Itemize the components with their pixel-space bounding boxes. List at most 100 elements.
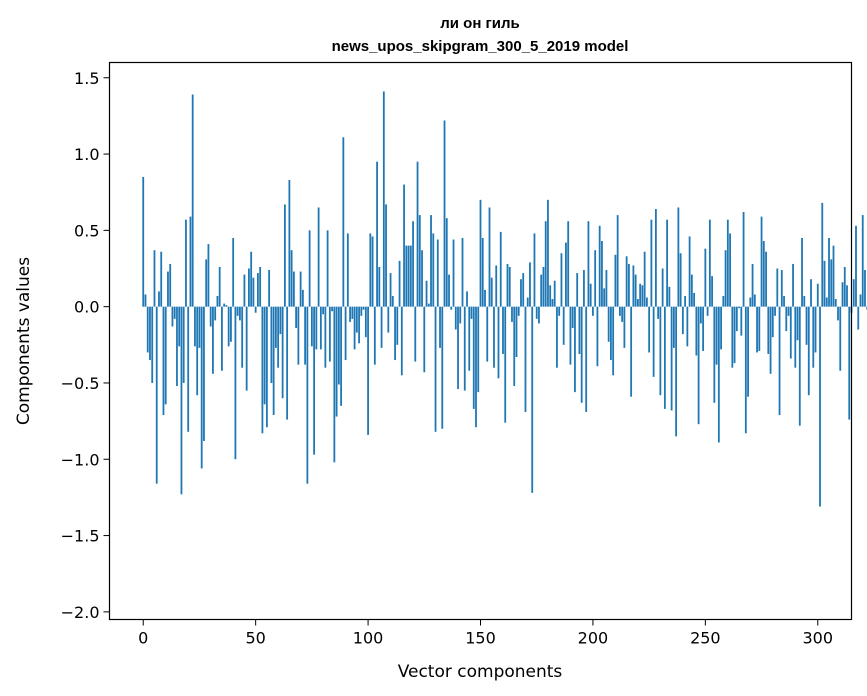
x-tick-label-150: 150: [465, 629, 496, 648]
bar-302: [821, 202, 824, 307]
bar-115: [400, 306, 403, 376]
bar-140: [457, 306, 459, 390]
x-tick-label-100: 100: [353, 629, 384, 648]
bar-241: [684, 295, 687, 307]
bar-57: [270, 306, 273, 383]
bar-317: [855, 225, 857, 307]
bar-288: [789, 306, 792, 359]
bar-118: [407, 245, 410, 307]
bar-240: [681, 306, 684, 335]
bar-210: [614, 254, 617, 307]
bar-232: [663, 306, 666, 409]
bar-19: [185, 219, 187, 307]
bar-312: [843, 266, 846, 307]
bar-56: [268, 270, 271, 307]
bar-151: [481, 237, 484, 307]
bar-224: [645, 297, 648, 307]
bar-297: [810, 279, 812, 307]
bar-254: [713, 306, 716, 403]
bar-222: [641, 285, 644, 307]
bar-160: [502, 306, 504, 354]
bar-98: [362, 306, 365, 310]
bar-147: [472, 306, 475, 409]
bar-264: [735, 306, 738, 332]
bar-186: [560, 253, 563, 307]
bar-279: [769, 306, 772, 374]
bar-291: [796, 306, 799, 341]
bar-174: [533, 233, 536, 307]
bar-67: [292, 271, 295, 307]
bar-35: [221, 306, 223, 371]
bar-77: [315, 306, 318, 350]
bar-296: [807, 306, 810, 396]
bar-214: [623, 306, 626, 348]
bar-72: [304, 306, 307, 365]
bar-136: [448, 274, 450, 307]
bar-38: [227, 306, 230, 347]
bar-230: [659, 306, 662, 396]
bar-184: [556, 306, 558, 368]
x-tick-label-0: 0: [138, 629, 148, 648]
bar-87: [337, 306, 340, 385]
x-axis-label: Vector components: [398, 662, 563, 682]
bar-211: [616, 215, 619, 307]
bar-21: [189, 216, 192, 307]
bar-89: [342, 137, 345, 307]
y-tick-label-5: 0.5: [74, 221, 99, 240]
bar-282: [776, 268, 779, 307]
bar-88: [340, 306, 342, 406]
bar-300: [816, 283, 819, 307]
bar-287: [787, 306, 790, 316]
bar-50: [254, 306, 257, 313]
bar-305: [828, 237, 830, 307]
bar-220: [636, 299, 639, 307]
bar-309: [837, 306, 839, 321]
bar-261: [729, 233, 731, 307]
bar-306: [830, 259, 833, 307]
bar-259: [724, 250, 727, 307]
bar-231: [661, 268, 664, 307]
x-tick-label-300: 300: [802, 629, 833, 648]
bar-229: [657, 306, 660, 319]
bar-206: [605, 270, 608, 307]
bar-70: [299, 271, 302, 307]
bar-60: [277, 306, 280, 368]
bar-221: [639, 283, 642, 307]
bar-201: [594, 250, 597, 307]
bar-78: [317, 207, 320, 307]
bar-176: [538, 306, 540, 324]
bar-237: [675, 306, 678, 437]
bar-152: [484, 289, 486, 307]
bar-101: [369, 233, 372, 307]
bar-18: [182, 306, 185, 383]
bar-22: [191, 94, 194, 307]
bar-144: [466, 291, 468, 307]
bar-272: [753, 294, 756, 307]
bar-32: [214, 306, 217, 321]
y-axis-label: Components values: [14, 257, 34, 425]
bar-79: [319, 306, 322, 350]
bar-117: [405, 245, 408, 307]
bar-251: [706, 306, 709, 316]
bar-9: [162, 306, 165, 416]
bar-249: [702, 306, 704, 351]
bar-158: [497, 306, 500, 379]
bar-63: [283, 204, 286, 307]
bar-154: [488, 207, 491, 307]
bar-36: [223, 303, 226, 307]
bar-53: [261, 306, 264, 434]
bar-82: [326, 230, 329, 307]
bar-125: [423, 306, 426, 373]
bar-172: [529, 262, 531, 307]
bar-15: [176, 306, 178, 387]
bar-113: [396, 306, 399, 345]
bar-243: [688, 236, 691, 307]
bar-170: [524, 306, 527, 412]
y-axis-ticks: −2.0 −1.5 −1.0 −0.5 0.0 0.5 1.0 1.5: [61, 69, 110, 622]
bar-218: [632, 265, 635, 307]
y-tick-label-4: 0.0: [74, 298, 99, 317]
bar-286: [785, 306, 788, 332]
bar-293: [801, 237, 803, 307]
bar-68: [295, 306, 298, 329]
bar-270: [749, 297, 752, 307]
